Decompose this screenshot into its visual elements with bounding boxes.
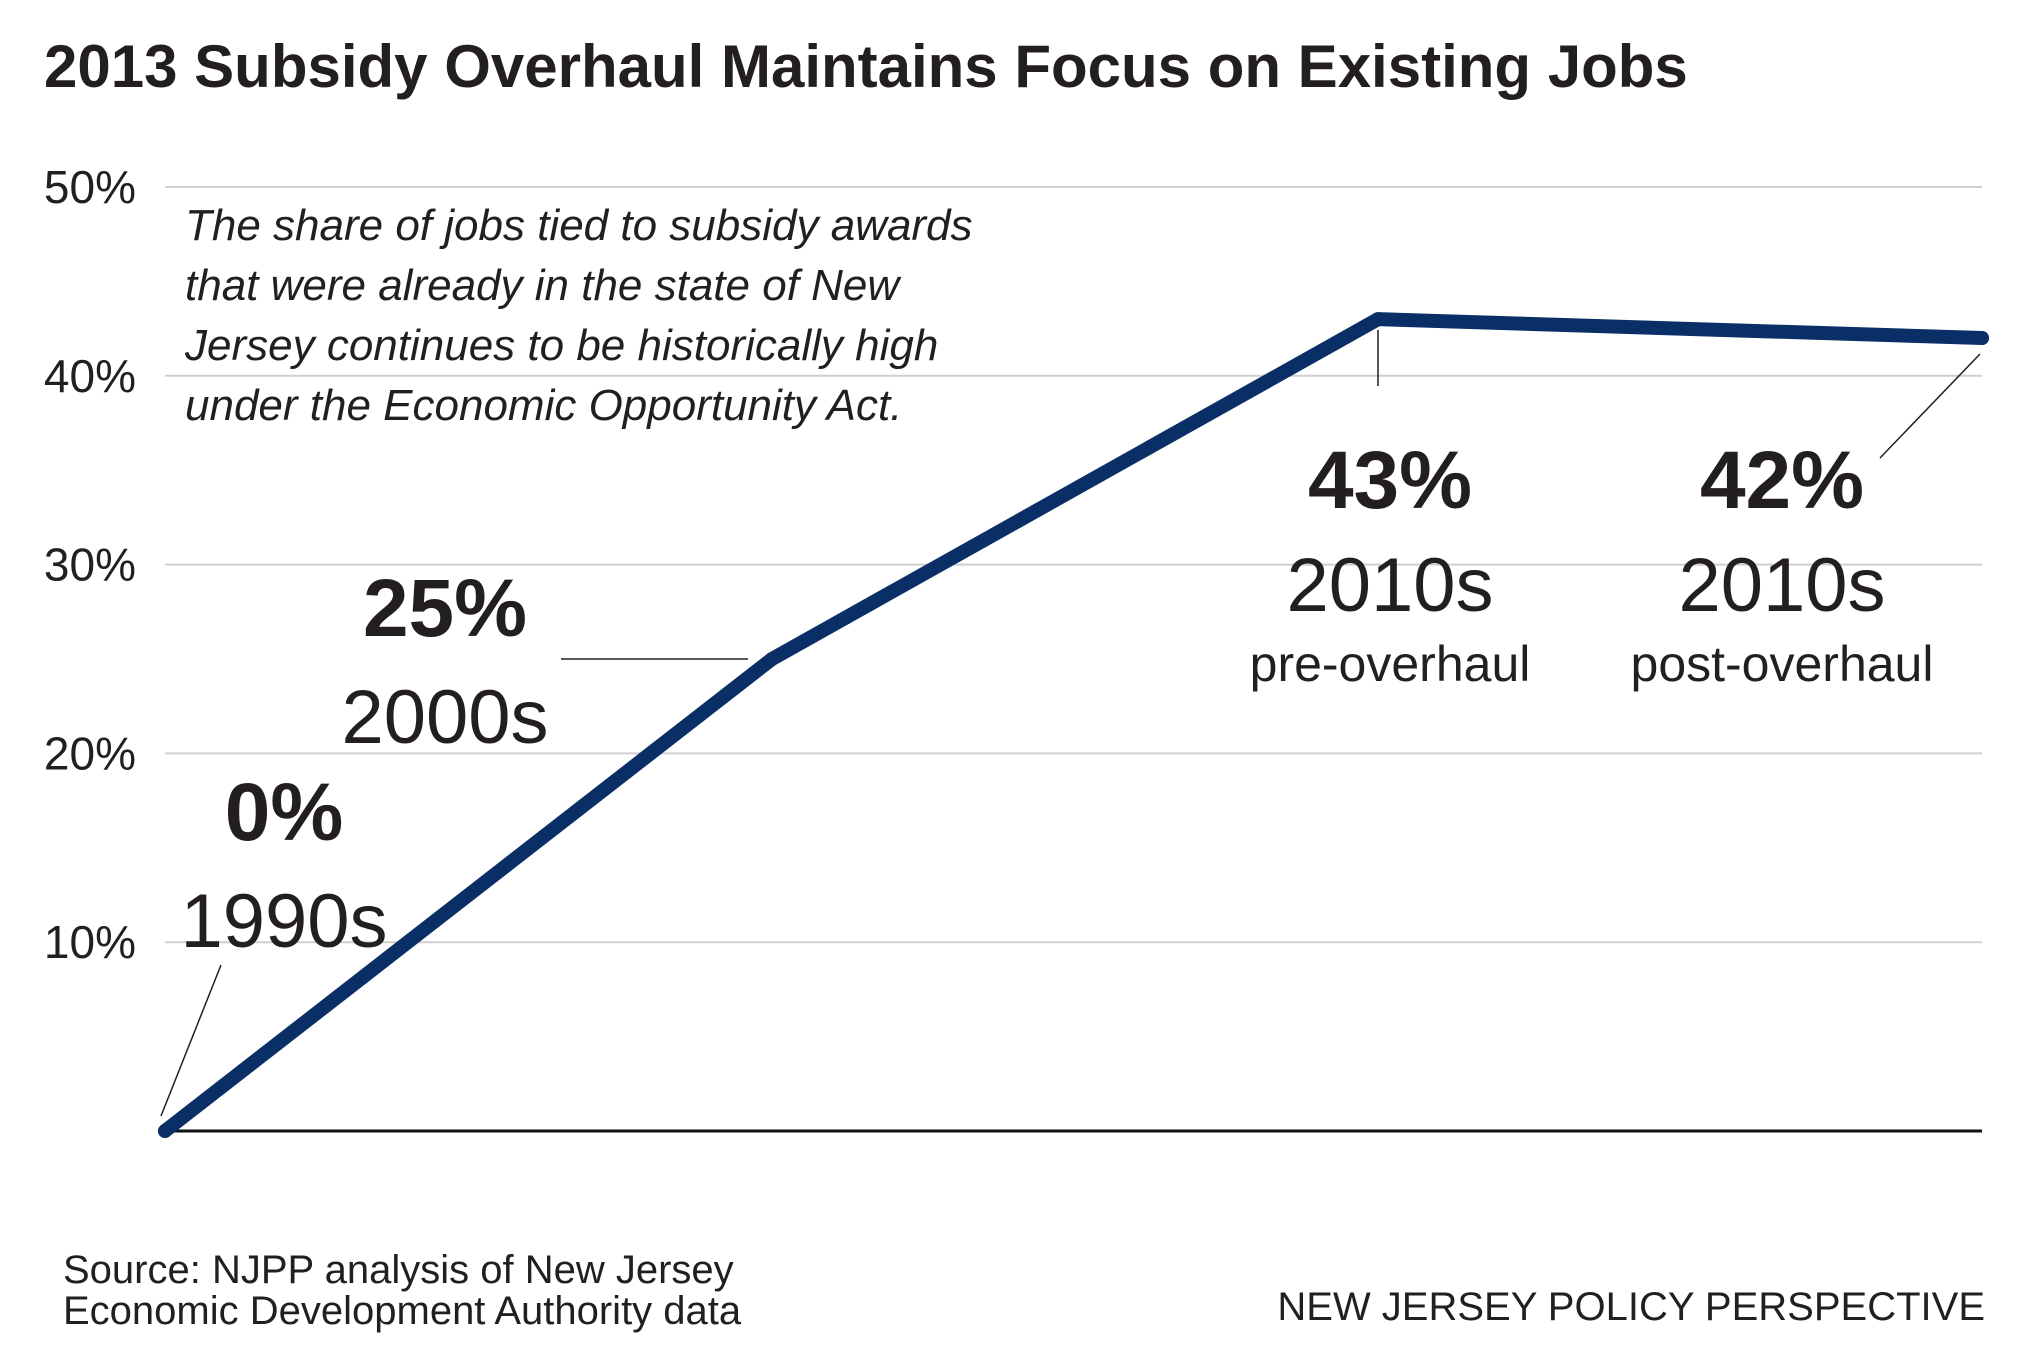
annotation-line: The share of jobs tied to subsidy awards	[185, 201, 973, 250]
data-point	[765, 652, 779, 666]
leader-line-post-overhaul	[1879, 353, 1981, 459]
source-note: Source: NJPP analysis of New Jersey	[63, 1248, 734, 1292]
y-tick-label: 40%	[44, 350, 136, 402]
y-axis-ticks: 10% 20% 30% 40% 50%	[44, 161, 136, 968]
data-label-1990s: 0% 1990s	[180, 767, 387, 964]
y-tick-label: 10%	[44, 916, 136, 968]
value-label: 0%	[225, 767, 344, 858]
era-label: 1990s	[180, 879, 387, 964]
y-tick-label: 20%	[44, 727, 136, 779]
era-label: 2010s	[1286, 543, 1493, 628]
era-label: 2000s	[341, 675, 548, 760]
series-line	[158, 312, 1989, 1138]
leader-lines	[160, 330, 1981, 1117]
y-tick-label: 30%	[44, 539, 136, 591]
y-tick-label: 50%	[44, 161, 136, 213]
data-label-post-overhaul: 42% 2010s post-overhaul	[1631, 435, 1934, 692]
annotation-text: The share of jobs tied to subsidy awards…	[184, 201, 973, 430]
annotation-line: Jersey continues to be historically high	[184, 321, 938, 370]
value-label: 42%	[1700, 435, 1864, 526]
publisher-credit: NEW JERSEY POLICY PERSPECTIVE	[1277, 1285, 1985, 1329]
annotation-line: under the Economic Opportunity Act.	[185, 381, 902, 430]
gridlines	[165, 186, 1982, 944]
era-sub-label: post-overhaul	[1631, 636, 1934, 692]
value-label: 25%	[363, 563, 527, 654]
data-label-pre-overhaul: 43% 2010s pre-overhaul	[1250, 435, 1531, 692]
data-point	[1975, 331, 1989, 346]
era-label: 2010s	[1678, 543, 1885, 628]
data-point	[1371, 312, 1385, 327]
annotation-line: that were already in the state of New	[185, 261, 902, 310]
data-points	[158, 312, 1989, 1138]
era-sub-label: pre-overhaul	[1250, 636, 1531, 692]
footer: Source: NJPP analysis of New Jersey Econ…	[63, 1248, 1985, 1333]
leader-line-1990s	[160, 964, 222, 1117]
data-point	[158, 1124, 172, 1138]
chart-title: 2013 Subsidy Overhaul Maintains Focus on…	[44, 33, 1688, 100]
source-note: Economic Development Authority data	[63, 1289, 742, 1333]
data-label-2000s: 25% 2000s	[341, 563, 548, 760]
value-label: 43%	[1308, 435, 1472, 526]
